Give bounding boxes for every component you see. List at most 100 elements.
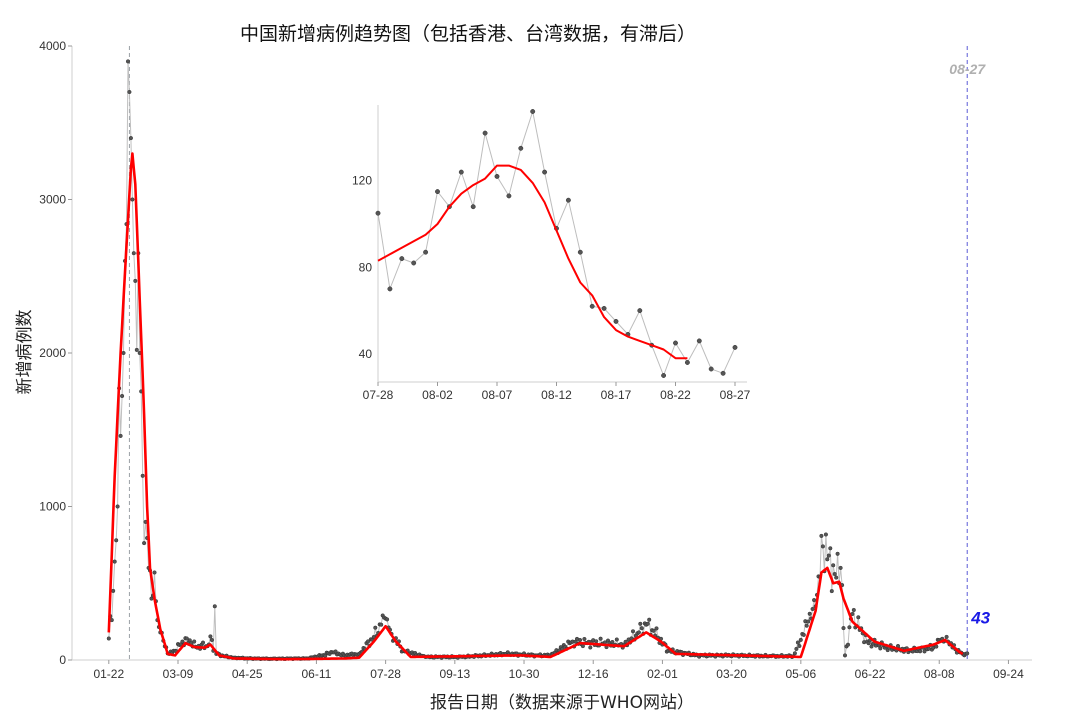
- raw-data-point: [373, 625, 378, 630]
- inset-x-tick-label: 08-17: [601, 388, 632, 402]
- raw-data-point: [654, 626, 659, 631]
- y-tick-label: 3000: [39, 193, 66, 207]
- raw-data-point: [112, 559, 117, 564]
- inset-data-point: [423, 249, 429, 255]
- raw-data-point: [838, 565, 843, 570]
- last-value-label: 43: [970, 608, 990, 627]
- smoothed-series-line: [107, 152, 964, 661]
- x-tick-label: 07-28: [370, 667, 401, 681]
- x-tick-label: 08-08: [924, 667, 955, 681]
- raw-data-point: [798, 637, 803, 642]
- raw-data-point: [127, 89, 132, 95]
- x-tick-label: 05-06: [785, 667, 816, 681]
- inset-x-tick-label: 08-22: [660, 388, 691, 402]
- raw-data-point: [835, 551, 840, 556]
- raw-data-point: [801, 632, 806, 637]
- x-tick-label: 03-09: [163, 667, 194, 681]
- raw-data-point: [804, 623, 809, 628]
- x-axis-title: 报告日期（数据来源于WHO网站）: [430, 693, 694, 713]
- inset-data-point: [375, 210, 381, 216]
- raw-data-point: [180, 639, 185, 644]
- inset-data-point: [506, 193, 512, 199]
- x-tick-label: 12-16: [578, 667, 609, 681]
- raw-data-point: [121, 350, 126, 356]
- raw-data-point: [834, 575, 839, 580]
- raw-data-point: [115, 504, 120, 509]
- inset-y-tick-label: 120: [352, 174, 372, 188]
- raw-data-point: [212, 604, 217, 609]
- raw-data-point: [106, 636, 111, 641]
- inset-data-point: [613, 318, 619, 324]
- inset-data-point: [637, 308, 643, 314]
- raw-data-point: [918, 649, 923, 654]
- raw-data-point: [944, 634, 949, 639]
- raw-data-point: [208, 634, 213, 639]
- raw-data-point: [856, 615, 861, 620]
- x-tick-label: 09-13: [439, 667, 470, 681]
- raw-data-point: [120, 393, 125, 399]
- raw-data-point: [792, 651, 797, 656]
- raw-data-point: [847, 625, 852, 630]
- inset-data-point: [470, 204, 476, 210]
- raw-data-point: [965, 651, 970, 656]
- raw-data-point: [588, 645, 593, 650]
- inset-data-point: [530, 109, 536, 114]
- raw-data-point: [200, 640, 206, 645]
- inset-x-tick-label: 07-28: [363, 388, 394, 402]
- raw-data-point: [134, 347, 139, 352]
- x-tick-label: 04-25: [232, 667, 263, 681]
- inset-data-point: [542, 169, 548, 175]
- inset-data-point: [589, 303, 595, 309]
- raw-data-point: [639, 626, 644, 631]
- inset-data-point: [708, 366, 714, 372]
- raw-data-point: [598, 636, 603, 641]
- raw-data-point: [797, 643, 802, 649]
- raw-data-point: [580, 644, 585, 649]
- inset-smoothed-line: [377, 164, 688, 360]
- raw-data-point: [614, 637, 619, 642]
- raw-data-point: [114, 538, 119, 543]
- inset-data-point: [494, 173, 500, 179]
- x-tick-label: 01-22: [93, 667, 124, 681]
- inset-y-tick-label: 40: [359, 347, 373, 361]
- y-tick-label: 2000: [39, 346, 66, 360]
- inset-data-point: [565, 197, 571, 203]
- raw-data-point: [841, 626, 846, 631]
- raw-data-point: [829, 589, 834, 594]
- raw-data-point: [142, 541, 147, 546]
- inset-plot: 40 80 120 07-28 08-02 08-07 08-12 08-17 08-22 08-…: [352, 105, 751, 402]
- inset-data-point: [435, 189, 440, 195]
- inset-data-point: [458, 169, 464, 175]
- inset-data-point: [411, 260, 417, 266]
- x-tick-label: 02-01: [647, 667, 678, 681]
- raw-data-point: [810, 606, 815, 612]
- x-tick-label: 06-11: [302, 667, 332, 681]
- raw-data-point: [828, 546, 833, 551]
- raw-data-point: [831, 563, 836, 568]
- raw-data-point: [645, 621, 650, 626]
- raw-data-point: [806, 619, 811, 624]
- raw-data-point: [845, 642, 851, 647]
- inset-data-point: [577, 249, 583, 255]
- inset-data-point: [684, 360, 690, 365]
- inset-data-point: [387, 286, 393, 292]
- raw-data-point: [819, 533, 824, 538]
- raw-data-point: [152, 570, 157, 575]
- raw-data-point: [111, 588, 116, 593]
- raw-data-point: [365, 639, 371, 644]
- raw-data-point: [128, 136, 133, 141]
- inset-data-point: [696, 338, 702, 344]
- raw-data-point: [192, 639, 197, 644]
- raw-data-point: [133, 278, 138, 283]
- inset-x-tick-label: 08-27: [720, 388, 751, 402]
- y-tick-label: 1000: [39, 500, 66, 514]
- raw-data-point: [823, 532, 828, 537]
- raw-data-point: [209, 637, 214, 643]
- inset-data-point: [661, 373, 667, 378]
- raw-data-point: [130, 197, 135, 202]
- raw-data-point: [582, 636, 587, 642]
- raw-series-line: [108, 61, 968, 660]
- raw-data-point: [184, 636, 189, 641]
- x-tick-label: 03-20: [716, 667, 747, 681]
